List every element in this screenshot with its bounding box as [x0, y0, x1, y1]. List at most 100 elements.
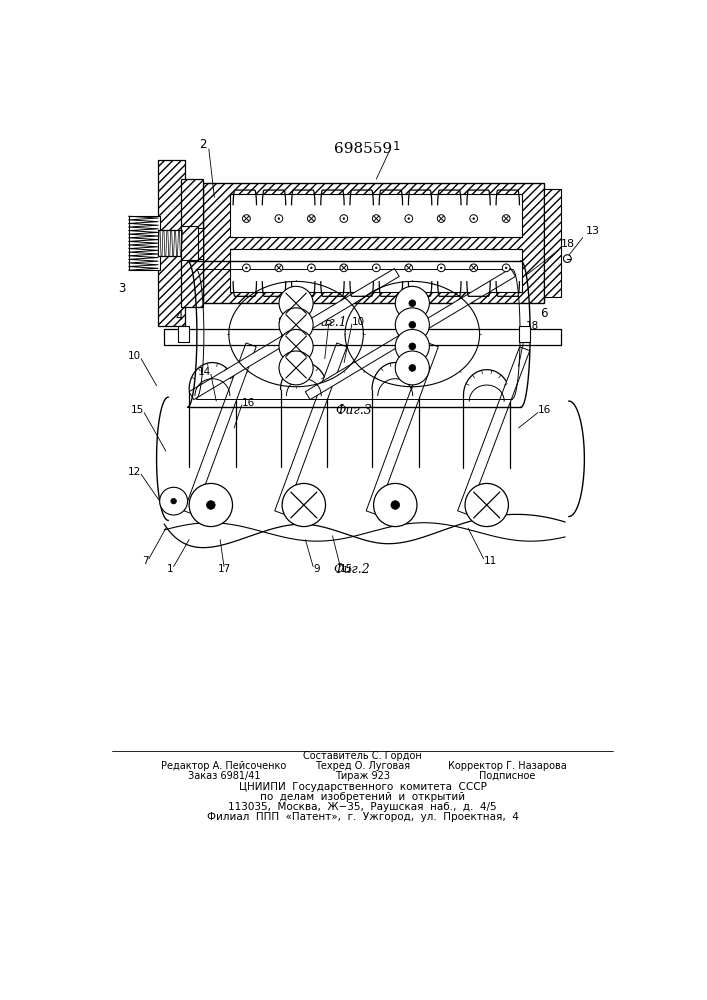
Text: 11: 11	[484, 556, 497, 566]
Bar	[230, 194, 522, 237]
Polygon shape	[366, 343, 438, 515]
Text: 10: 10	[128, 351, 141, 361]
Circle shape	[308, 215, 315, 222]
Text: 8: 8	[277, 317, 284, 327]
Text: Филиал  ППП  «Патент»,  г.  Ужгород,  ул.  Проектная,  4: Филиал ППП «Патент», г. Ужгород, ул. Про…	[206, 812, 519, 822]
Text: 2: 2	[199, 138, 207, 151]
Circle shape	[245, 267, 247, 269]
Circle shape	[340, 264, 348, 272]
Circle shape	[278, 218, 280, 219]
Circle shape	[171, 498, 177, 504]
Bar	[544, 189, 561, 297]
Circle shape	[409, 343, 416, 350]
Circle shape	[243, 264, 250, 272]
Bar	[158, 160, 185, 326]
Circle shape	[440, 267, 442, 269]
Circle shape	[395, 286, 429, 320]
Bar	[230, 249, 522, 292]
Circle shape	[160, 487, 187, 515]
Circle shape	[279, 308, 313, 342]
Circle shape	[395, 351, 429, 385]
Text: 698559: 698559	[334, 142, 392, 156]
Circle shape	[282, 483, 325, 527]
Circle shape	[563, 255, 571, 262]
Text: 5: 5	[325, 317, 332, 327]
Bar	[182, 179, 203, 307]
Bar	[158, 230, 182, 256]
Text: 15: 15	[131, 405, 144, 415]
Circle shape	[409, 300, 416, 307]
Circle shape	[391, 501, 399, 509]
Circle shape	[409, 321, 416, 328]
Circle shape	[275, 215, 283, 222]
Text: 17: 17	[217, 564, 230, 574]
Circle shape	[408, 218, 409, 219]
Text: 16: 16	[242, 398, 255, 408]
Circle shape	[189, 483, 233, 527]
Text: 1: 1	[167, 564, 174, 574]
Text: 14: 14	[301, 317, 315, 327]
Text: 10: 10	[352, 317, 365, 327]
Text: 1: 1	[393, 140, 400, 153]
Text: Фиг.2: Фиг.2	[334, 563, 370, 576]
Circle shape	[243, 215, 250, 222]
Circle shape	[308, 264, 315, 272]
Polygon shape	[457, 347, 530, 515]
Circle shape	[340, 215, 348, 222]
Bar	[182, 226, 199, 260]
Text: по  делам  изобретений  и  открытий: по делам изобретений и открытий	[260, 792, 465, 802]
Text: 6: 6	[540, 307, 548, 320]
Text: 16: 16	[538, 405, 551, 415]
Polygon shape	[184, 343, 256, 515]
Text: Подписное: Подписное	[479, 771, 535, 781]
Circle shape	[405, 264, 413, 272]
Circle shape	[375, 267, 377, 269]
Bar	[178, 326, 189, 342]
Text: 12: 12	[128, 467, 141, 477]
Circle shape	[206, 501, 215, 509]
Text: ЦНИИПИ  Государственного  комитета  СССР: ЦНИИПИ Государственного комитета СССР	[239, 782, 486, 792]
Circle shape	[395, 329, 429, 363]
Circle shape	[465, 483, 508, 527]
Circle shape	[438, 264, 445, 272]
Circle shape	[279, 286, 313, 320]
Circle shape	[279, 351, 313, 385]
Circle shape	[343, 218, 344, 219]
Text: Техред О. Луговая: Техред О. Луговая	[315, 761, 410, 771]
Circle shape	[502, 215, 510, 222]
Bar	[519, 326, 530, 342]
Circle shape	[373, 215, 380, 222]
Polygon shape	[275, 343, 347, 515]
Circle shape	[502, 264, 510, 272]
Bar	[189, 228, 203, 259]
Text: Фиг.3: Фиг.3	[336, 404, 373, 417]
Text: Заказ 6981/41: Заказ 6981/41	[188, 771, 260, 781]
Text: 5: 5	[298, 307, 305, 320]
Circle shape	[395, 308, 429, 342]
Circle shape	[470, 264, 477, 272]
Text: Составитель С. Гордон: Составитель С. Гордон	[303, 751, 422, 761]
Circle shape	[275, 264, 283, 272]
Text: 13: 13	[586, 226, 600, 236]
Circle shape	[470, 215, 477, 222]
Circle shape	[405, 215, 413, 222]
Circle shape	[373, 264, 380, 272]
Text: Корректор Г. Назарова: Корректор Г. Назарова	[448, 761, 566, 771]
Circle shape	[279, 329, 313, 363]
Text: 18: 18	[561, 239, 575, 249]
Text: 3: 3	[118, 282, 125, 295]
Circle shape	[409, 365, 416, 371]
Bar	[129, 216, 160, 270]
Text: 7: 7	[142, 556, 149, 566]
Text: 4: 4	[175, 310, 182, 323]
Polygon shape	[305, 269, 515, 400]
Circle shape	[310, 267, 312, 269]
Circle shape	[373, 483, 417, 527]
Bar	[203, 183, 544, 303]
Circle shape	[438, 215, 445, 222]
Text: 113035,  Москва,  Ж−35,  Раушская  наб.,  д.  4/5: 113035, Москва, Ж−35, Раушская наб., д. …	[228, 802, 497, 812]
Circle shape	[473, 218, 474, 219]
Circle shape	[506, 267, 507, 269]
Text: Фиг.1: Фиг.1	[310, 316, 347, 329]
Text: Тираж 923: Тираж 923	[335, 771, 390, 781]
